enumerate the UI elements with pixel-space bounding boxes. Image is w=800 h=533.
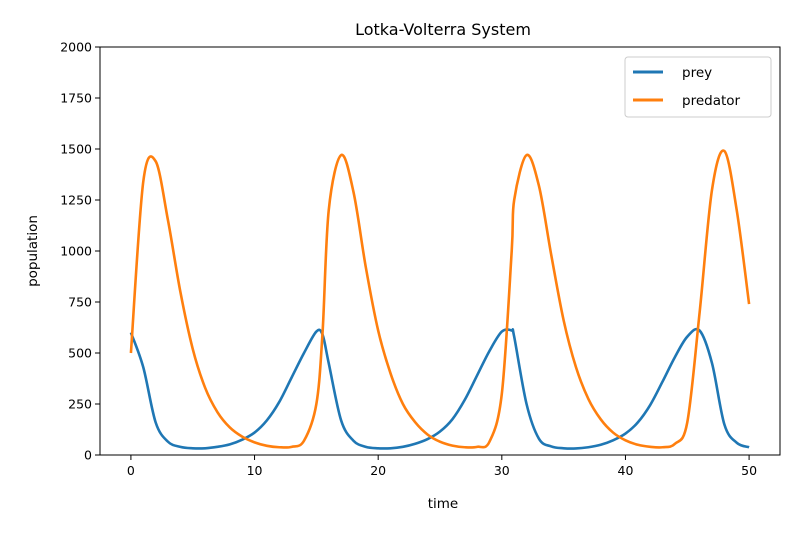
y-axis-label: population [25,215,41,287]
y-tick-label: 250 [68,397,92,412]
chart-title: Lotka-Volterra System [355,20,531,39]
series-layer [129,149,751,450]
y-tick-label: 1250 [60,193,92,208]
x-axis-label: time [428,496,459,512]
y-tick-label: 0 [84,448,92,463]
series-line-prey [129,327,750,450]
y-tick-label: 2000 [60,40,92,55]
legend-label-prey: prey [682,65,712,81]
y-tick-label: 500 [68,346,92,361]
x-tick-label: 0 [127,463,135,478]
y-axis: 0 250 500 750 1000 1250 1500 1750 2000 [60,40,100,463]
x-tick-label: 20 [370,463,386,478]
series-line-predator [129,149,751,449]
y-tick-label: 1500 [60,142,92,157]
x-tick-label: 50 [741,463,757,478]
y-tick-label: 1000 [60,244,92,259]
x-axis: 0 10 20 30 40 50 [127,455,757,478]
y-tick-label: 750 [68,295,92,310]
x-tick-label: 10 [247,463,263,478]
legend: prey predator [624,56,772,118]
x-tick-label: 30 [494,463,510,478]
legend-label-predator: predator [682,93,741,109]
y-tick-label: 1750 [60,91,92,106]
x-tick-label: 40 [618,463,634,478]
